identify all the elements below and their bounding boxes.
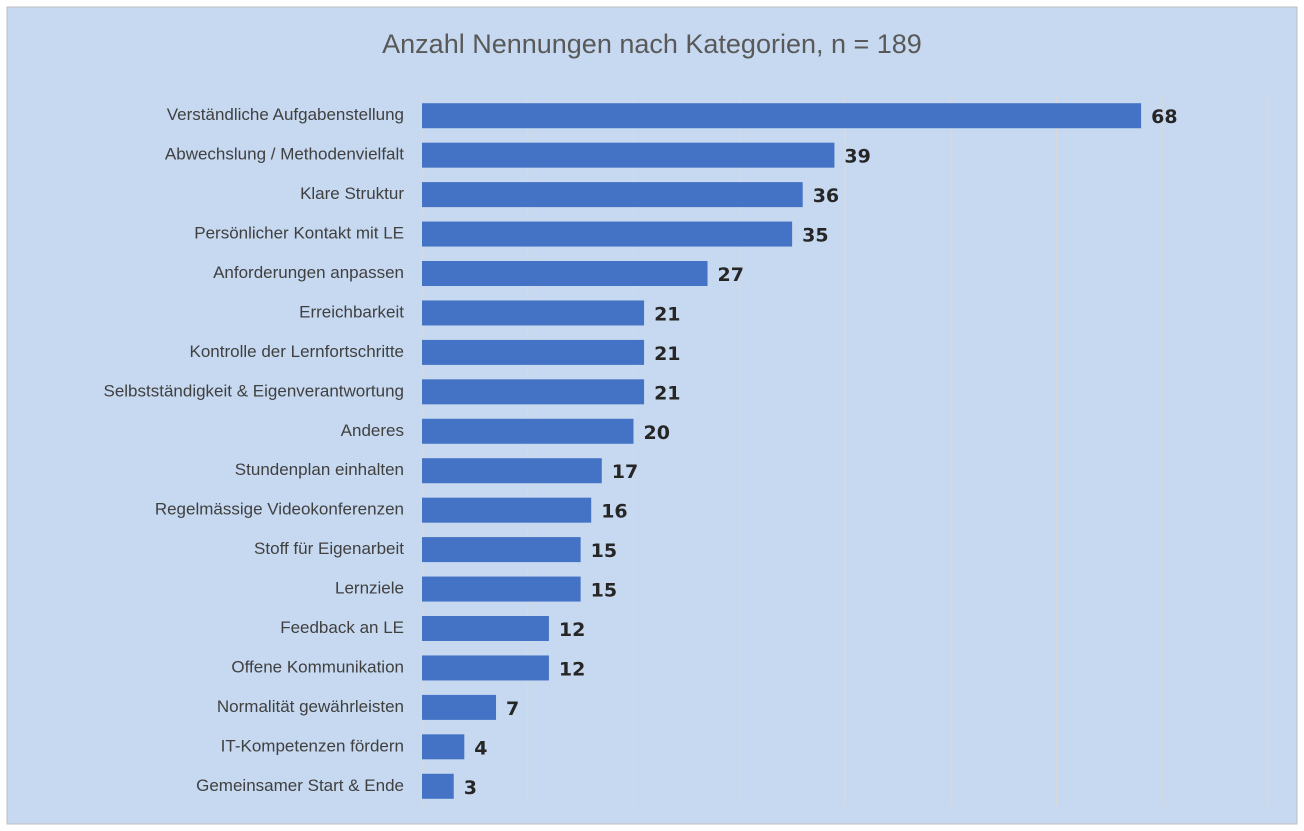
bar [422,300,645,326]
bar [422,694,497,720]
y-tick-label: Offene Kommunikation [231,657,404,676]
y-tick-label: Persönlicher Kontakt mit LE [194,224,404,243]
y-tick-label: IT-Kompetenzen fördern [221,736,404,755]
chart-background [6,6,1298,825]
y-tick-label: Normalität gewährleisten [217,697,404,716]
bar [422,261,708,286]
bar [422,221,793,247]
y-tick-label: Gemeinsamer Start & Ende [196,776,404,795]
data-label: 7 [506,698,519,720]
data-label: 16 [601,501,627,523]
data-label: 39 [844,146,870,168]
bar [422,773,454,799]
y-tick-label: Erreichbarkeit [299,302,404,321]
y-tick-label: Anderes [341,421,404,440]
bar [422,182,803,208]
data-label: 36 [813,185,839,207]
y-tick-label: Selbstständigkeit & Eigenverantwortung [103,381,404,400]
y-tick-label: Lernziele [335,579,404,598]
bar [422,734,465,760]
y-tick-label: Regelmässige Videokonferenzen [155,500,404,519]
data-label: 68 [1151,106,1177,128]
y-tick-label: Verständliche Aufgabenstellung [167,105,404,124]
y-tick-label: Stoff für Eigenarbeit [254,539,404,558]
y-tick-label: Feedback an LE [280,618,404,637]
data-label: 21 [654,382,680,404]
data-label: 21 [654,303,680,325]
y-tick-label: Kontrolle der Lernfortschritte [190,342,405,361]
y-tick-label: Klare Struktur [300,184,404,203]
data-label: 20 [644,422,670,444]
y-tick-label: Abwechslung / Methodenvielfalt [165,145,404,164]
bar [422,497,592,523]
y-tick-label: Stundenplan einhalten [235,460,404,479]
bar [422,418,634,444]
bar [422,379,645,405]
data-label: 4 [474,737,487,759]
bar [422,576,581,602]
y-tick-label: Anforderungen anpassen [213,263,404,282]
data-label: 12 [559,619,585,641]
bar [422,339,645,365]
data-label: 3 [464,777,477,799]
data-label: 17 [612,461,638,483]
bar [422,142,835,168]
bar [422,537,581,563]
chart-title: Anzahl Nennungen nach Kategorien, n = 18… [382,29,922,59]
data-label: 27 [718,264,744,286]
data-label: 35 [802,225,828,247]
data-label: 15 [591,540,617,562]
data-label: 21 [654,343,680,365]
data-label: 12 [559,658,585,680]
bar [422,655,549,681]
bar [422,616,549,641]
bar [422,458,602,484]
bar [422,103,1142,129]
data-label: 15 [591,580,617,602]
